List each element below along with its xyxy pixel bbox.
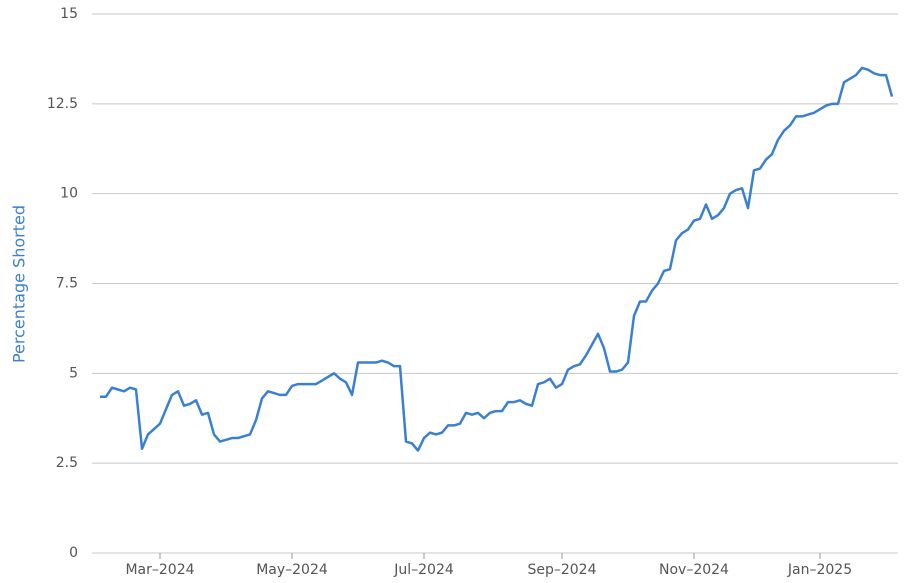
x-tick-label: Jan–2025 — [787, 562, 852, 578]
y-axis-title: Percentage Shorted — [10, 205, 29, 363]
x-tick-label: May–2024 — [256, 562, 328, 578]
x-tick-label: Mar–2024 — [125, 562, 194, 578]
y-tick-label: 10 — [60, 186, 78, 202]
y-tick-label: 7.5 — [56, 276, 78, 292]
x-tick-label: Sep–2024 — [527, 562, 596, 578]
x-tick-label: Jul–2024 — [393, 562, 454, 578]
y-tick-label: 5 — [69, 365, 78, 381]
y-tick-label: 15 — [60, 6, 78, 22]
y-tick-label: 0 — [69, 545, 78, 561]
data-line — [100, 66, 894, 452]
x-tick-label: Nov–2024 — [659, 562, 729, 578]
y-tick-label: 12.5 — [47, 96, 78, 112]
y-tick-label: 2.5 — [56, 455, 78, 471]
